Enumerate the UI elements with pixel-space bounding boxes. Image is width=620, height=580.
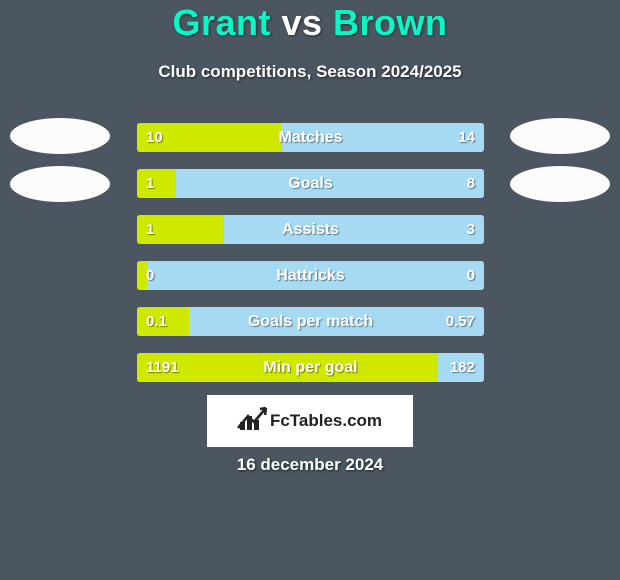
comparison-card: Grant vs Brown Club competitions, Season… [0,0,620,580]
bar-track [137,261,484,290]
site-name: FcTables.com [270,411,382,431]
player2-avatar-col [500,118,620,214]
stat-row: 13Assists [137,215,484,244]
stat-row: 0.10.57Goals per match [137,307,484,336]
bar-right-fill [176,169,484,198]
subtitle: Club competitions, Season 2024/2025 [0,62,620,82]
player1-name: Grant [172,2,271,43]
bar-left-fill [137,215,224,244]
site-logo: FcTables.com [207,395,413,447]
player2-club-placeholder [510,166,610,202]
date-text: 16 december 2024 [0,455,620,475]
bar-left-fill [137,307,189,336]
player1-avatar-placeholder [10,118,110,154]
player1-avatar-col [0,118,120,214]
stat-row: 18Goals [137,169,484,198]
bar-right-fill [438,353,484,382]
stat-row: 1191182Min per goal [137,353,484,382]
bar-right-fill [474,261,484,290]
title: Grant vs Brown [0,2,620,44]
bar-left-fill [137,261,147,290]
stat-row: 1014Matches [137,123,484,152]
stat-bars: 1014Matches 18Goals 13Assists 00Hattricks 0.… [137,123,484,399]
stat-row: 00Hattricks [137,261,484,290]
bar-right-fill [224,215,484,244]
bar-left-fill [137,353,438,382]
bar-left-fill [137,169,176,198]
player2-name: Brown [333,2,448,43]
bar-chart-icon [238,410,264,432]
bar-left-fill [137,123,282,152]
player1-club-placeholder [10,166,110,202]
bar-right-fill [189,307,484,336]
bar-right-fill [282,123,484,152]
vs-text: vs [281,2,322,43]
player2-avatar-placeholder [510,118,610,154]
